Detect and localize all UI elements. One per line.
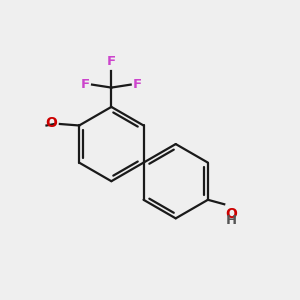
Text: F: F	[107, 55, 116, 68]
Text: F: F	[80, 77, 90, 91]
Text: O: O	[46, 116, 58, 130]
Text: O: O	[226, 207, 238, 220]
Text: H: H	[226, 214, 237, 227]
Text: F: F	[133, 77, 142, 91]
